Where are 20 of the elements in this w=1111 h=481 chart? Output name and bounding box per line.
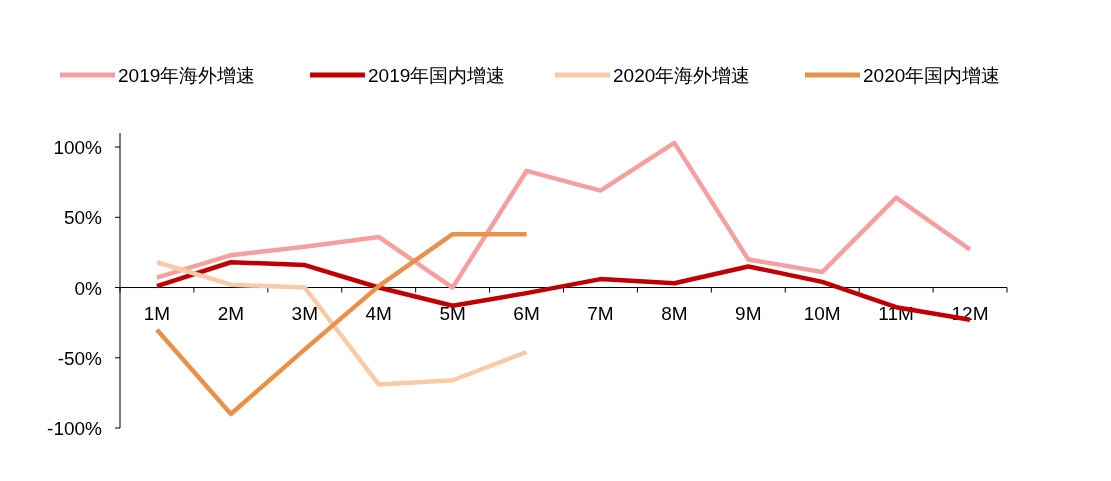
line-series (154, 140, 973, 290)
y-tick-label: 50% (63, 207, 103, 229)
y-tick-label: 0% (74, 277, 103, 299)
legend-label: 2020年海外增速 (613, 65, 751, 86)
x-tick-label: 8M (661, 302, 688, 324)
y-tick-label: -100% (47, 418, 103, 439)
y-tick-label: -50% (57, 347, 103, 369)
x-tick-label: 7M (587, 302, 614, 324)
x-tick-label: 2M (217, 302, 245, 324)
x-tick-label: 5M (439, 302, 466, 324)
x-tick-label: 4M (365, 302, 392, 324)
legend-label: 2019年海外增速 (118, 65, 256, 86)
x-tick-label: 10M (803, 302, 841, 324)
x-tick-label: 3M (291, 302, 318, 324)
x-tick-label: 6M (513, 302, 540, 324)
y-tick-label: 100% (53, 137, 103, 159)
legend-label: 2019年国内增速 (368, 65, 506, 86)
x-tick-label: 1M (143, 302, 171, 324)
legend-label: 2020年国内增速 (863, 65, 1001, 86)
x-tick-label: 9M (735, 302, 762, 324)
